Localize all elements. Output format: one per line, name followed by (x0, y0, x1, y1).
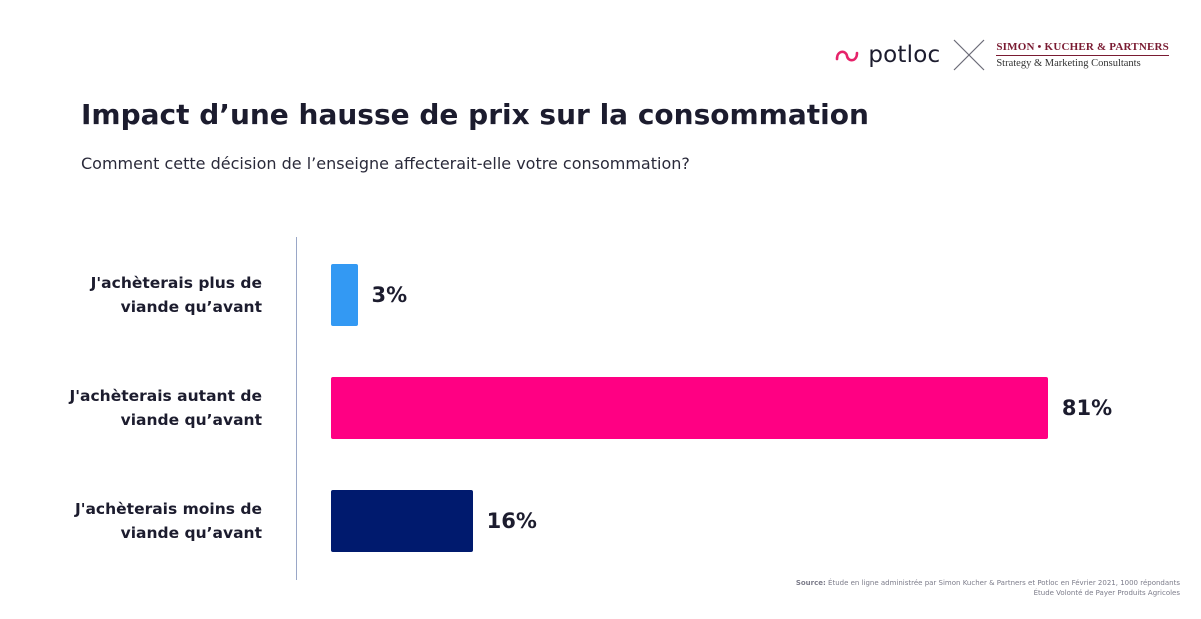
potloc-logo-text: potloc (868, 42, 941, 68)
category-label-line: viande qu’avant (120, 298, 262, 316)
source-label: Source: (795, 579, 826, 587)
chart-title: Impact d’une hausse de prix sur la conso… (81, 98, 869, 131)
category-label-line: viande qu’avant (120, 411, 262, 429)
partner-tagline: Strategy & Marketing Consultants (996, 58, 1141, 69)
partner-name: SIMON • KUCHER & PARTNERS (996, 41, 1169, 56)
potloc-logo-icon (836, 50, 859, 62)
cross-separator-icon (953, 39, 985, 71)
chart-subtitle: Comment cette décision de l’enseigne aff… (81, 154, 690, 173)
bar (331, 490, 473, 552)
category-label-line: J'achèterais plus de (90, 274, 262, 292)
source-note: Source: Étude en ligne administrée par S… (796, 579, 1180, 598)
category-label: J'achèterais autant de viande qu’avant (0, 384, 262, 432)
bar (331, 264, 358, 326)
category-axis-line (296, 237, 297, 580)
data-label: 3% (371, 283, 408, 307)
bar (331, 377, 1048, 439)
category-label-line: J'achèterais moins de (74, 500, 262, 518)
source-line-2: Étude Volonté de Payer Produits Agricole… (1033, 588, 1180, 597)
simon-kucher-logo: SIMON • KUCHER & PARTNERS Strategy & Mar… (996, 41, 1169, 69)
data-label: 16% (486, 509, 537, 533)
header-logos: potloc SIMON • KUCHER & PARTNERS Strateg… (834, 36, 1169, 74)
category-label: J'achèterais plus de viande qu’avant (0, 271, 262, 319)
category-label-line: J'achèterais autant de (69, 387, 262, 405)
category-label-line: viande qu’avant (120, 524, 262, 542)
potloc-logo: potloc (834, 42, 940, 68)
source-line-1: Étude en ligne administrée par Simon Kuc… (825, 579, 1180, 587)
data-label: 81% (1061, 396, 1113, 420)
category-label: J'achèterais moins de viande qu’avant (0, 497, 262, 545)
